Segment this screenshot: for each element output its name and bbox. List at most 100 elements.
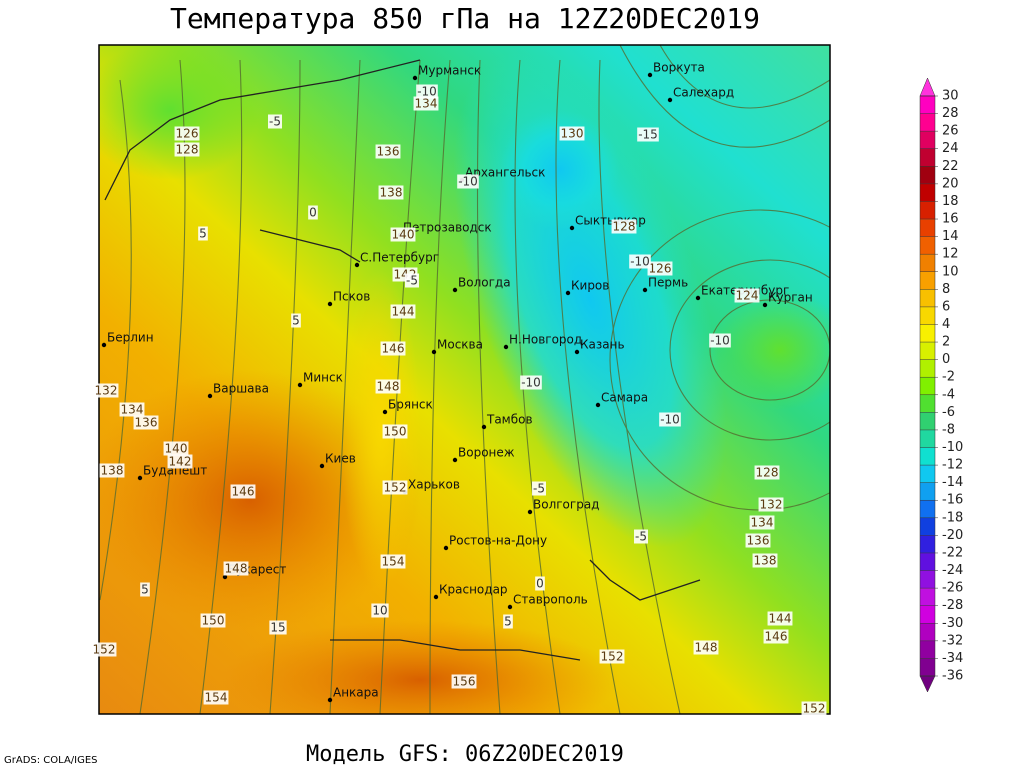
colorbar-segment: [920, 131, 935, 149]
height-label: 142: [169, 455, 192, 469]
height-label: 146: [765, 630, 788, 644]
temp-label-bg: [535, 576, 545, 591]
height-label: 138: [380, 186, 403, 200]
height-label-bg: [99, 463, 125, 478]
temp-label-bg: [503, 614, 513, 629]
city-dot: [647, 72, 653, 78]
temp-label: 0: [309, 206, 317, 220]
city-dot: [527, 509, 533, 515]
city-label: Мурманск: [418, 64, 481, 78]
height-label-bg: [382, 424, 408, 439]
temp-label-bg: [457, 174, 479, 189]
city-dot: [382, 409, 388, 415]
colorbar-label: 30: [942, 89, 959, 104]
height-label-bg: [93, 383, 119, 398]
colorbar-label: 24: [942, 141, 959, 156]
warm-area: [99, 370, 420, 630]
colorbar-segment: [920, 570, 935, 589]
city-label: Киев: [325, 452, 356, 466]
colorbar-segment: [920, 465, 935, 483]
city-label: Минск: [303, 371, 343, 385]
colorbar-label: 6: [942, 299, 950, 314]
city-dot: [569, 225, 575, 231]
colorbar-segment: [920, 183, 935, 202]
colorbar-segment: [920, 429, 935, 448]
height-label: 154: [205, 691, 228, 705]
city-dot: [412, 75, 418, 81]
colorbar-segment: [920, 623, 935, 641]
temp-label: -10: [417, 85, 437, 99]
height-label-bg: [599, 649, 625, 664]
colorbar-label: -14: [942, 475, 963, 490]
colorbar-top: [919, 77, 936, 97]
colorbar-segment: [920, 552, 935, 571]
city-label: Москва: [437, 338, 483, 352]
city-dot: [431, 349, 437, 355]
credit: GrADS: COLA/IGES: [4, 755, 98, 766]
city-dot: [565, 290, 571, 296]
city-label: Курган: [768, 291, 813, 305]
height-label-bg: [413, 96, 439, 111]
city-dot: [207, 393, 213, 399]
height-label-bg: [200, 613, 226, 628]
city-dot: [433, 594, 439, 600]
height-label-bg: [223, 561, 249, 576]
height-label: 136: [135, 416, 158, 430]
colorbar-label: -36: [942, 669, 963, 684]
colorbar-label: -22: [942, 545, 963, 560]
colorbar-label: 14: [942, 229, 959, 244]
height-label-bg: [203, 690, 229, 705]
height-label: 140: [165, 442, 188, 456]
colorbar-segment: [920, 219, 935, 237]
height-label-bg: [163, 441, 189, 456]
city-dot: [481, 424, 487, 430]
temp-label: -10: [630, 255, 650, 269]
colorbar-segment: [920, 148, 935, 167]
temp-label: -10: [660, 413, 680, 427]
height-label-bg: [91, 642, 117, 657]
height-label: 130: [561, 127, 584, 141]
colorbar-label: -18: [942, 510, 963, 525]
height-label: 152: [384, 481, 407, 495]
temp-label-bg: [520, 375, 542, 390]
temp-label: -5: [635, 530, 647, 544]
colorbar-segment: [920, 447, 935, 466]
colorbar-label: -8: [942, 422, 955, 437]
city-label: Петрозаводск: [403, 221, 492, 235]
colorbar-label: 20: [942, 176, 959, 191]
city-label: Анкара: [333, 686, 379, 700]
city-label: Казань: [580, 338, 625, 352]
height-label: 148: [377, 380, 400, 394]
map-labels: Мурманск Воркута Салехард Архангельск Петроз…: [91, 61, 827, 716]
temp-label-bg: [709, 333, 731, 348]
colorbar-label: 26: [942, 124, 959, 139]
temp-label-bg: [629, 254, 651, 269]
height-label: 144: [769, 612, 792, 626]
colorbar-segment: [920, 324, 935, 343]
temp-label: 5: [199, 227, 207, 241]
height-label: 154: [382, 555, 405, 569]
colorbar-label: 28: [942, 106, 959, 121]
colorbar-label: -34: [942, 651, 963, 666]
city-dot: [762, 302, 768, 308]
city-dot: [695, 295, 701, 301]
colorbar-label: 10: [942, 264, 959, 279]
height-label: 148: [225, 562, 248, 576]
height-label-bg: [174, 142, 200, 157]
colorbar: 302826242220181614121086420-2-4-6-8-10-1…: [919, 77, 963, 693]
colorbar-segment: [920, 517, 935, 536]
height-label: 126: [649, 262, 672, 276]
colorbar-segment: [920, 289, 935, 307]
height-label: 128: [176, 143, 199, 157]
colorbar-segment: [920, 306, 935, 325]
height-label-bg: [758, 497, 784, 512]
colorbar-label: 18: [942, 194, 959, 209]
colorbar-label: -30: [942, 616, 963, 631]
height-label: 132: [95, 384, 118, 398]
colorbar-label: 22: [942, 159, 959, 174]
colorbar-segment: [920, 394, 935, 413]
temp-label: 15: [270, 621, 285, 635]
height-label: 132: [760, 498, 783, 512]
city-dot: [101, 342, 107, 348]
